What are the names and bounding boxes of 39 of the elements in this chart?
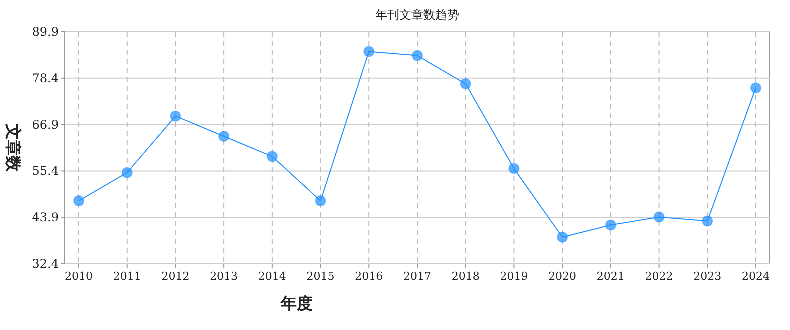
point — [266, 151, 278, 162]
x-tick-label: 2018 — [452, 270, 480, 283]
y-tick-label: 89.9 — [32, 25, 59, 39]
y-tick-label: 55.4 — [32, 164, 60, 178]
point — [750, 82, 762, 94]
x-tick-label: 2019 — [500, 270, 528, 283]
point — [654, 212, 665, 223]
x-tick-label: 2024 — [742, 270, 770, 283]
point — [218, 131, 230, 142]
x-tick-label: 2016 — [355, 270, 384, 283]
x-tick-label: 2023 — [694, 270, 722, 283]
point — [74, 196, 84, 207]
x-axis-title: 年度 — [280, 294, 313, 313]
chart-title: 年刊文章数趋势 — [376, 8, 460, 22]
x-tick-label: 2021 — [596, 270, 625, 283]
x-tick-label: 2012 — [162, 270, 190, 283]
point — [170, 110, 182, 122]
x-tick-label: 2022 — [645, 270, 674, 283]
y-axis-title: 文章数 — [4, 123, 23, 173]
point — [508, 163, 520, 174]
point — [605, 220, 616, 231]
point — [412, 50, 423, 62]
point — [557, 232, 568, 243]
point — [364, 46, 375, 58]
y-tick-label: 43.9 — [32, 210, 59, 225]
point — [122, 167, 133, 178]
x-tick-label: 2020 — [548, 270, 577, 283]
x-tick-label: 2015 — [306, 270, 335, 283]
x-tick-label: 2014 — [258, 270, 286, 283]
x-tick-label: 2011 — [113, 270, 142, 283]
point — [702, 216, 714, 227]
point — [315, 196, 326, 207]
x-tick-label: 2017 — [404, 270, 432, 283]
x-tick-label: 2013 — [210, 270, 238, 283]
y-tick-label: 78.4 — [32, 71, 60, 86]
x-tick-label: 2010 — [65, 270, 93, 283]
y-tick-label: 32.4 — [32, 257, 60, 271]
point — [460, 78, 472, 90]
y-tick-label: 66.9 — [32, 118, 59, 132]
